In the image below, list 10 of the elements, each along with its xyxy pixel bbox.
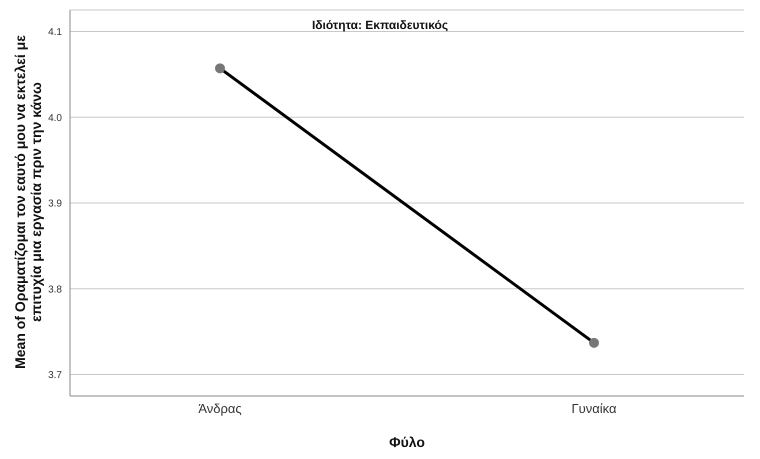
x-axis-title: Φύλο [389,434,425,450]
x-tick-label: Γυναίκα [571,401,617,416]
text: Ιδιότητα: Εκπαιδευτικός [312,18,448,32]
y-tick-label: 3.9 [48,198,62,210]
y-tick-label: 3.7 [48,370,62,382]
x-tick-label: Άνδρας [198,401,242,416]
y-tick-label: 3.8 [48,284,62,296]
y-tick-label: 4.1 [48,26,62,38]
y-tick-label: 4.0 [48,112,62,124]
y-axis-title: Mean of Οραματίζομαι τον εαυτό μου να εκτελεί με επιτυχία μια εργασία πριν την κάνω [12,34,44,369]
